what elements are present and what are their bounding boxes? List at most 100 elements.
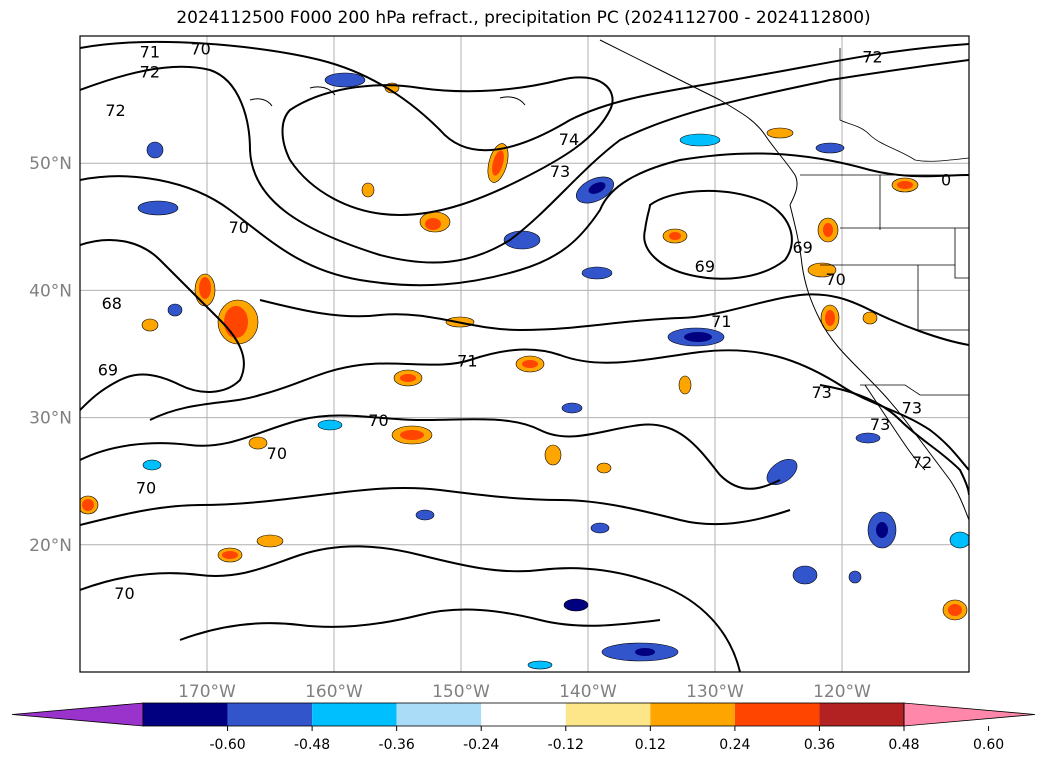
border-state [820,175,969,331]
contour-label: 71 [457,351,477,370]
contour-line [281,76,614,217]
shade-negative-area [590,522,610,534]
shade-positive-area [862,311,878,325]
contour-line [259,293,969,346]
colorbar-tick-label: 0.48 [888,737,919,753]
shade-negative-area [146,141,164,159]
map-title: 2024112500 F000 200 hPa refract., precip… [176,8,871,28]
shade-positive-area [596,462,612,474]
coastline-baja [864,384,926,471]
colorbar-tick-label: 0.12 [635,737,666,753]
shade-positive-core [224,306,248,338]
political-borders [800,48,969,396]
longitude-label: 150°W [432,682,490,702]
gridlines [80,36,969,672]
shade-negative-core [684,332,712,342]
shade-positive-core [400,430,424,440]
contour-label: 69 [98,360,118,379]
shade-positive-core [492,150,504,176]
colorbar-tick-label: 0.24 [719,737,750,753]
colorbar-segment [481,703,566,726]
longitude-label: 160°W [305,682,363,702]
shade-negative-area [142,459,162,471]
shade-negative-area [561,402,583,414]
shade-positive-area [678,375,692,395]
shade-negative-area [949,531,969,549]
colorbar-segment [396,703,482,726]
colorbar-tick-label: -0.36 [379,737,415,753]
contour-line [80,486,791,526]
shade-positive-core [522,360,538,368]
contour-label: 73 [550,162,570,181]
colorbar-tick-label: -0.48 [294,737,330,753]
colorbar-extend-high [903,702,1036,727]
colorbar-segment [143,703,228,726]
colorbar-tick-label: 0.60 [973,737,1004,753]
shade-negative-area [415,509,435,521]
shade-negative-area [563,598,589,612]
colorbar-segment [565,703,651,726]
contour-labels: 71 70 72 72 72 74 73 70 69 69 70 0 68 71 69 71 70 73 73 73 7… [98,40,951,603]
shade-negative-area [848,570,862,584]
refractivity-contours [80,41,969,672]
map-frame [79,35,970,673]
colorbar-segment [819,703,904,726]
contour-label: 72 [105,101,125,120]
contour-line [80,152,969,287]
shade-positive-core [199,277,211,299]
longitude-label: 130°W [686,682,744,702]
colorbar-outline [142,702,905,727]
contour-label: 71 [711,312,731,331]
contour-label: 73 [812,383,832,402]
shade-negative-core [635,648,655,656]
shade-positive-core [425,218,441,230]
shade-positive-core [823,223,833,237]
shade-negative-area [324,72,366,88]
contour-label: 74 [559,130,579,149]
shade-negative-area [137,200,179,216]
shade-positive-area [807,262,837,278]
border-us-mexico [860,384,969,396]
shade-positive-area [544,444,562,466]
contour-label: 72 [140,63,160,82]
colorbar: -0.60 -0.48 -0.36 -0.24 -0.12 0.12 0.24 0.36 0.4… [11,702,1036,753]
contour-label: 73 [902,398,922,417]
colorbar-extend-low [11,702,144,727]
contour-label: 70 [825,270,845,289]
shade-negative-area [855,432,881,444]
shade-positive-core [825,310,835,326]
shade-positive-area [256,534,284,548]
colorbar-segment [734,703,820,726]
contour-label: 68 [102,294,122,313]
colorbar-tick-label: -0.24 [463,737,499,753]
colorbar-tick-label: 0.36 [804,737,835,753]
latitude-label: 40°N [29,281,72,301]
contour-label: 71 [140,42,160,61]
contour-line [80,59,969,264]
longitude-label: 120°W [813,682,871,702]
contour-line [80,545,741,672]
longitude-label: 170°W [178,682,236,702]
shade-positive-area [766,127,794,139]
contour-label: 70 [114,584,134,603]
latitude-labels: 50°N 40°N 30°N 20°N [29,154,72,556]
contour-label: 70 [229,218,249,237]
contour-label: 69 [695,257,715,276]
shade-negative-area [527,660,553,670]
coastline-alaska [599,39,798,206]
contour-label: 72 [862,47,882,66]
contour-label: 70 [368,411,388,430]
coastlines [249,39,969,521]
contour-line [80,414,781,490]
shade-positive-core [82,499,94,511]
colorbar-segment [312,703,397,726]
shade-positive-area [361,182,375,198]
contour-label: 70 [136,479,156,498]
contour-line [643,190,793,280]
contour-label: 0 [941,171,951,190]
contour-label: 70 [267,444,287,463]
shade-positive-core [897,181,913,189]
shade-negative-area [679,133,721,147]
shade-positive-area [141,318,159,332]
